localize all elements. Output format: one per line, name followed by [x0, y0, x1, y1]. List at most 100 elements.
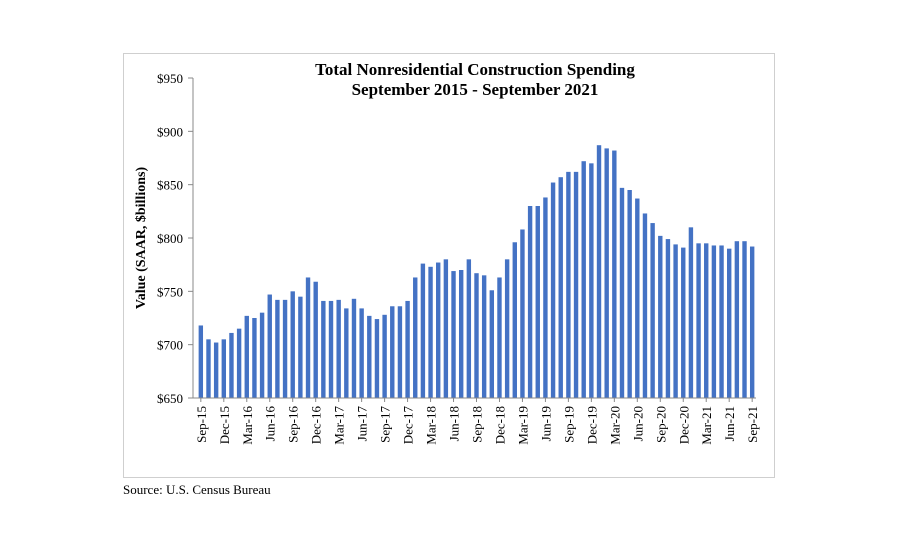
x-tick-label: Mar-17 — [332, 406, 347, 445]
bar — [420, 263, 426, 398]
bar — [229, 332, 234, 398]
x-tick-label: Dec-15 — [217, 406, 232, 444]
x-tick-label: Jun-20 — [630, 406, 645, 441]
bar — [359, 308, 364, 398]
bar — [527, 206, 533, 398]
x-tick-label: Mar-18 — [424, 406, 439, 445]
bar — [397, 306, 403, 398]
x-tick-label: Mar-21 — [699, 406, 714, 445]
bar — [589, 163, 594, 398]
bar — [688, 227, 694, 398]
x-tick-label: Mar-16 — [240, 406, 255, 445]
x-tick-label: Sep-17 — [378, 406, 393, 443]
bar — [619, 187, 625, 398]
bar — [566, 171, 571, 398]
bar — [382, 314, 387, 398]
bar — [573, 171, 579, 398]
bar — [267, 294, 272, 398]
bar — [650, 223, 655, 398]
bar — [305, 277, 311, 398]
bar — [259, 312, 265, 398]
bar — [550, 182, 556, 398]
bar — [275, 299, 280, 398]
bar — [497, 277, 502, 398]
bar — [481, 275, 487, 398]
bar — [726, 248, 732, 398]
bar — [458, 270, 464, 398]
bar — [298, 296, 303, 398]
bar — [749, 246, 755, 398]
bar — [535, 206, 540, 398]
x-tick-label: Mar-19 — [515, 406, 530, 445]
y-tick-label: $800 — [157, 231, 183, 246]
x-tick-label: Sep-18 — [470, 406, 485, 443]
x-tick-label: Sep-15 — [194, 406, 209, 443]
bar — [673, 244, 678, 398]
x-tick-label: Dec-20 — [676, 406, 691, 444]
bar — [374, 319, 380, 398]
bar — [367, 315, 372, 398]
x-tick-label: Jun-18 — [447, 406, 462, 441]
bar — [390, 306, 395, 398]
bar — [336, 299, 341, 398]
x-tick-label: Dec-16 — [309, 406, 324, 445]
bar — [512, 242, 517, 398]
bar — [558, 177, 563, 398]
bar — [213, 342, 219, 398]
chart-subtitle: September 2015 - September 2021 — [352, 80, 599, 99]
bar — [405, 300, 410, 398]
x-tick-label: Jun-16 — [263, 406, 278, 442]
bar — [489, 290, 495, 398]
bar — [221, 339, 227, 398]
bar — [627, 190, 632, 398]
bar — [451, 271, 456, 398]
y-tick-label: $650 — [157, 391, 183, 406]
bar — [351, 298, 357, 398]
x-tick-label: Sep-21 — [745, 406, 760, 443]
x-tick-label: Jun-19 — [538, 406, 553, 441]
y-tick-label: $950 — [157, 71, 183, 86]
bar — [413, 277, 418, 398]
x-tick-label: Mar-20 — [607, 406, 622, 445]
bar — [290, 291, 295, 398]
bar — [604, 148, 609, 398]
x-tick-label: Sep-19 — [561, 406, 576, 443]
x-tick-label: Dec-17 — [401, 406, 416, 445]
bar — [504, 259, 510, 398]
x-tick-label: Dec-18 — [492, 406, 507, 444]
y-tick-label: $900 — [157, 124, 183, 139]
bar — [612, 150, 617, 398]
bar — [252, 318, 257, 398]
y-tick-label: $850 — [157, 178, 183, 193]
bar — [596, 145, 602, 398]
bar — [734, 241, 740, 398]
chart-title: Total Nonresidential Construction Spendi… — [315, 60, 635, 79]
bar — [696, 243, 701, 398]
y-tick-label: $750 — [157, 284, 183, 299]
bar — [206, 339, 211, 398]
y-axis-label: Value (SAAR, $billions) — [134, 167, 149, 310]
bar — [520, 229, 525, 398]
bar — [236, 328, 242, 398]
bar — [466, 259, 472, 398]
bar — [474, 273, 479, 398]
x-tick-label: Jun-17 — [355, 406, 370, 442]
bar — [428, 266, 433, 398]
bar — [443, 259, 449, 398]
bar — [244, 315, 249, 398]
bar — [704, 243, 709, 398]
x-tick-label: Sep-16 — [286, 406, 301, 443]
bar — [581, 161, 586, 398]
bar — [719, 245, 724, 398]
bar — [282, 299, 288, 398]
source-note: Source: U.S. Census Bureau — [123, 482, 271, 497]
bar — [635, 198, 640, 398]
chart-frame — [123, 53, 775, 478]
x-tick-label: Sep-20 — [653, 406, 668, 443]
bar — [711, 245, 717, 398]
y-tick-label: $700 — [157, 338, 183, 353]
bar — [198, 325, 204, 398]
bar — [313, 281, 318, 398]
bar — [681, 247, 686, 398]
